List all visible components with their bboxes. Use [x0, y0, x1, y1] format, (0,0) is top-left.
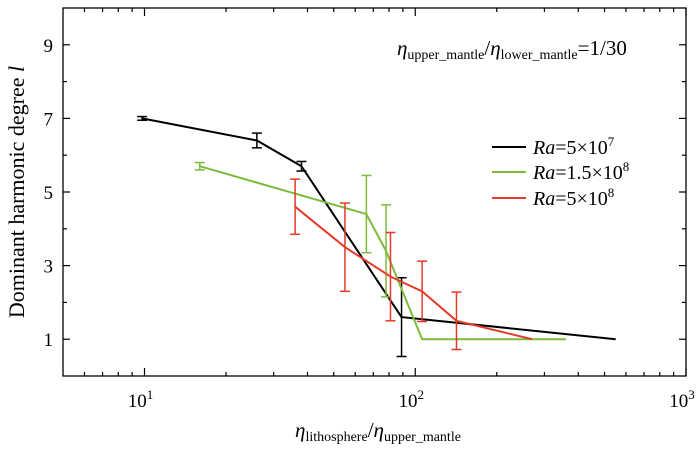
legend-label-ra-1.5e8: Ra=1.5×108: [532, 159, 629, 184]
y-tick-label-9: 9: [44, 36, 54, 57]
error-bar-1-2: [381, 204, 392, 298]
x-tick-label-100: 102: [399, 387, 425, 412]
y-axis-ticks: 1 3 5 7 9: [44, 36, 686, 351]
x-axis-label: ηlithosphere/ηupper_mantle: [295, 418, 461, 445]
series-line-2: [294, 205, 533, 341]
error-bar-1-1: [361, 174, 372, 254]
legend-label-ra-5e7: Ra=5×107: [532, 134, 615, 159]
series-line-1: [199, 165, 566, 341]
viscosity-ratio-annotation: ηupper_mantle/ηlower_mantle=1/30: [397, 36, 627, 63]
error-bar-1-0: [194, 161, 205, 171]
error-bar-2-4: [451, 291, 462, 351]
series-1: [194, 161, 566, 341]
error-bar-2-0: [290, 178, 301, 236]
series-layer: [137, 115, 616, 358]
error-bar-2-1: [339, 202, 350, 293]
y-tick-label-7: 7: [44, 109, 54, 130]
x-axis-ticks: 101 102 103: [83, 8, 695, 412]
y-tick-label-5: 5: [44, 183, 54, 204]
error-bar-0-1: [251, 132, 262, 149]
x-tick-label-10: 101: [128, 387, 154, 412]
error-bar-2-2: [385, 231, 396, 322]
y-tick-label-3: 3: [44, 257, 54, 278]
legend-label-ra-5e8: Ra=5×108: [532, 185, 614, 210]
y-tick-label-1: 1: [44, 330, 54, 351]
x-tick-label-1000: 103: [669, 387, 695, 412]
legend-entry-ra-5e7: Ra=5×107: [492, 134, 615, 159]
error-bar-0-0: [137, 115, 148, 121]
legend-entry-ra-5e8: Ra=5×108: [492, 185, 614, 210]
y-axis-label: Dominant harmonic degree l: [4, 66, 29, 318]
error-bar-0-2: [296, 160, 307, 172]
legend: Ra=5×107 Ra=1.5×108 Ra=5×108: [492, 134, 629, 210]
error-bar-2-3: [417, 260, 428, 323]
series-2: [290, 178, 533, 351]
legend-entry-ra-1.5e8: Ra=1.5×108: [492, 159, 629, 184]
